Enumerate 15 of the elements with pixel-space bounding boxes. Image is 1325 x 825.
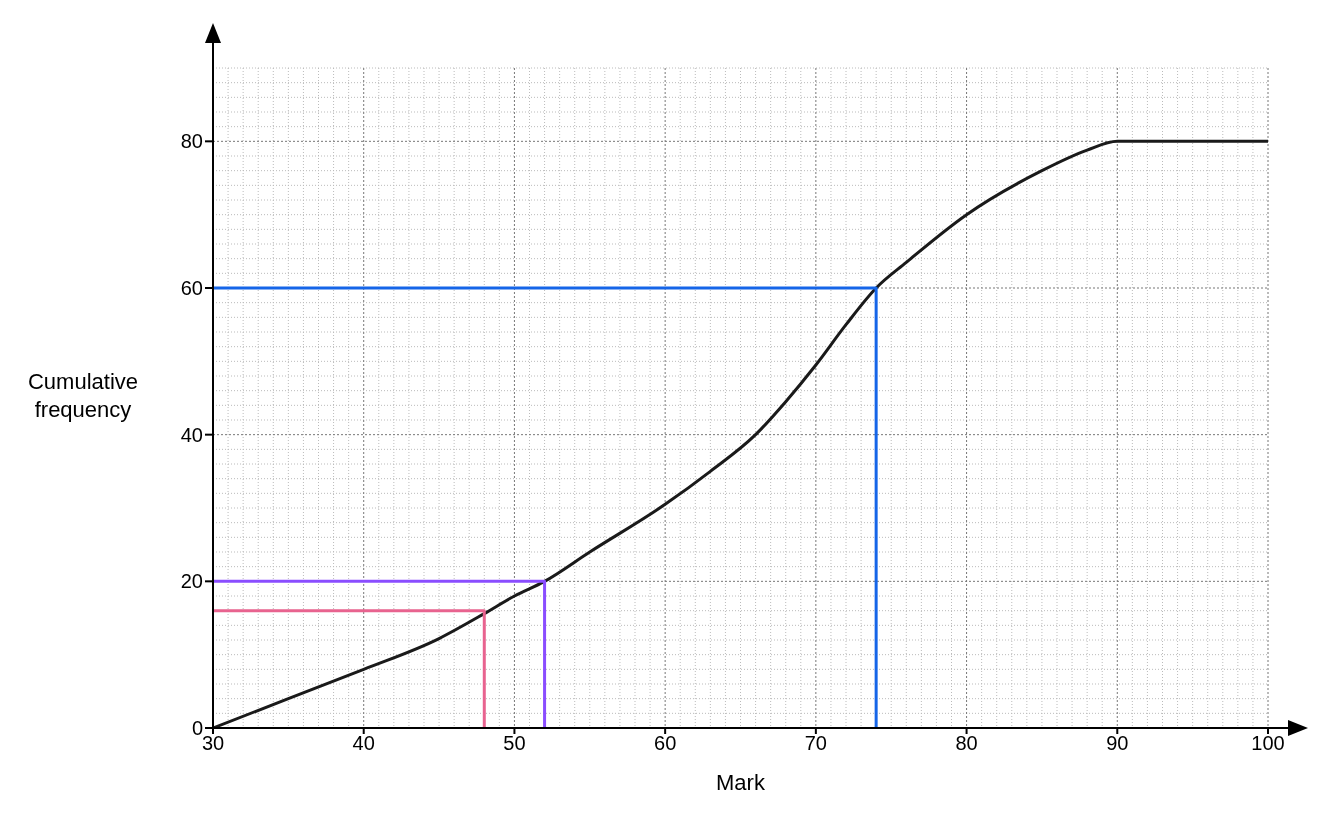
y-tick-label: 0 (191, 717, 203, 740)
x-tick-label: 40 (352, 732, 375, 755)
x-tick-label: 80 (955, 732, 978, 755)
x-tick-label: 70 (804, 732, 827, 755)
y-axis-title: Cumulative frequency (26, 368, 139, 424)
x-tick-label: 90 (1106, 732, 1129, 755)
x-tick-label: 50 (503, 732, 526, 755)
y-tick-label: 80 (180, 130, 203, 153)
x-tick-label: 60 (654, 732, 677, 755)
x-tick-label: 100 (1251, 732, 1285, 755)
y-tick-label: 20 (180, 570, 203, 593)
x-tick-label: 30 (201, 732, 225, 755)
y-tick-label: 60 (180, 277, 203, 300)
y-tick-label: 40 (180, 423, 203, 446)
x-axis-title: Mark (715, 770, 766, 796)
